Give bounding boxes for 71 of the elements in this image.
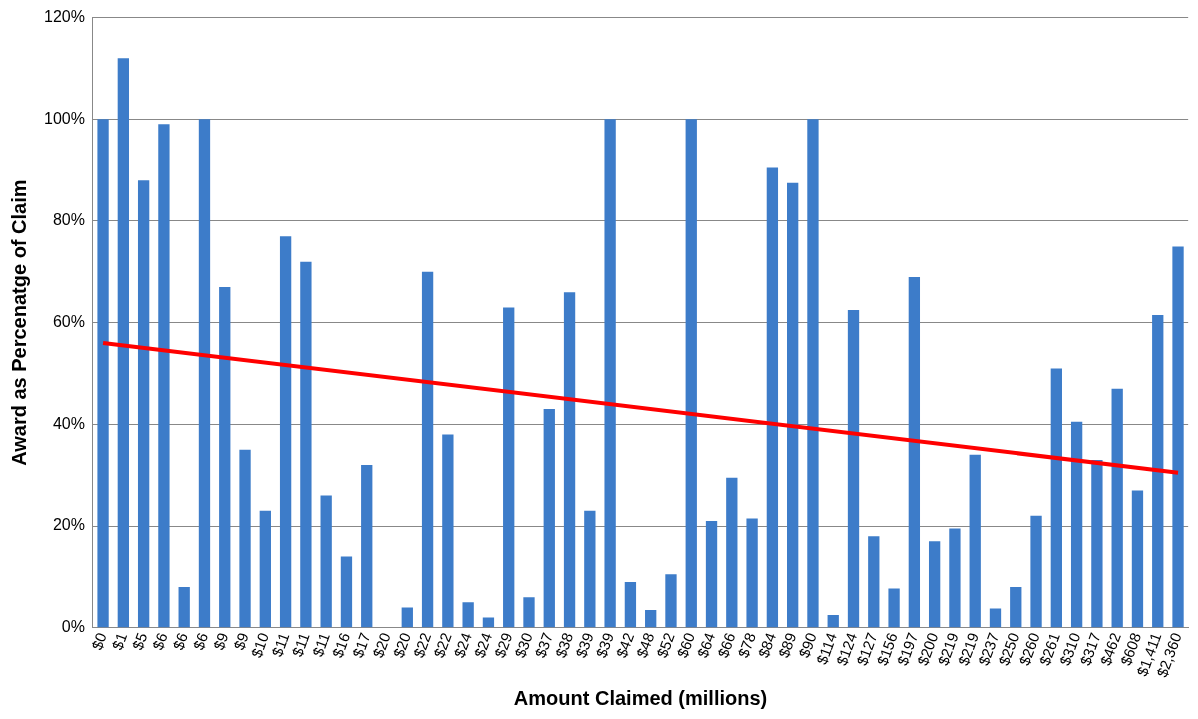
bar: [239, 449, 251, 628]
bar: [1091, 459, 1103, 628]
x-tick-label: $6: [148, 630, 171, 652]
bar: [563, 292, 576, 628]
x-tick-label: $9: [209, 630, 232, 652]
y-tick-label: 120%: [44, 8, 85, 26]
bar: [847, 309, 860, 628]
x-tick-label: $0: [88, 630, 110, 652]
x-tick-label: $64: [693, 630, 719, 660]
bar: [726, 477, 738, 628]
y-tick-label: 80%: [52, 211, 85, 229]
bar: [1111, 388, 1123, 628]
bar: [421, 271, 434, 628]
bar: [503, 307, 515, 628]
y-axis-title: Award as Percenatge of Claim: [7, 179, 30, 466]
bar: [908, 276, 921, 628]
bar: [198, 119, 211, 628]
bar: [665, 574, 677, 628]
y-tick-label: 60%: [52, 313, 85, 331]
bar: [97, 119, 109, 628]
bar: [523, 597, 535, 628]
bar: [117, 58, 129, 628]
x-tick-label: $6: [169, 630, 191, 652]
bar: [1010, 587, 1022, 628]
bar: [279, 236, 292, 628]
x-tick-label: $5: [128, 630, 151, 652]
bar: [645, 609, 657, 628]
bar: [685, 119, 697, 628]
x-tick-label: $6: [189, 630, 212, 652]
bar: [137, 180, 150, 628]
bar: [1152, 315, 1164, 628]
bar: [949, 528, 961, 628]
bar: [888, 588, 900, 628]
x-tick-label: $52: [653, 630, 678, 660]
bar: [969, 454, 981, 628]
bar: [1131, 490, 1144, 628]
bar: [766, 167, 779, 628]
bar: [340, 556, 353, 628]
x-axis-title: Amount Claimed (millions): [513, 686, 768, 709]
bar: [442, 434, 454, 628]
bar: [1070, 421, 1083, 628]
bar: [624, 581, 637, 628]
y-tick-label: 0%: [61, 618, 85, 636]
bar: [928, 541, 941, 628]
x-tick-label: $1: [108, 630, 131, 652]
bar: [827, 615, 839, 628]
bar: [1172, 246, 1184, 628]
bar: [158, 124, 170, 628]
bar: [219, 287, 231, 628]
bar: [401, 607, 413, 628]
bar: [462, 602, 474, 628]
bar: [868, 536, 880, 628]
y-tick-label: 20%: [52, 516, 85, 534]
y-tick-label: 100%: [44, 109, 85, 127]
bar: [584, 510, 596, 628]
bar: [300, 261, 312, 628]
bar: [807, 119, 819, 628]
bar: [178, 587, 190, 628]
bar: [1050, 368, 1062, 628]
bar: [482, 617, 495, 628]
bar: [787, 182, 799, 628]
bar: [259, 510, 271, 628]
bar: [361, 465, 373, 628]
bar: [746, 518, 758, 628]
y-tick-label: 40%: [52, 414, 85, 432]
bar: [604, 119, 616, 628]
bar: [705, 520, 718, 628]
bar: [989, 608, 1002, 628]
bar: [320, 495, 332, 628]
bar: [543, 409, 555, 628]
bar: [1030, 515, 1042, 628]
